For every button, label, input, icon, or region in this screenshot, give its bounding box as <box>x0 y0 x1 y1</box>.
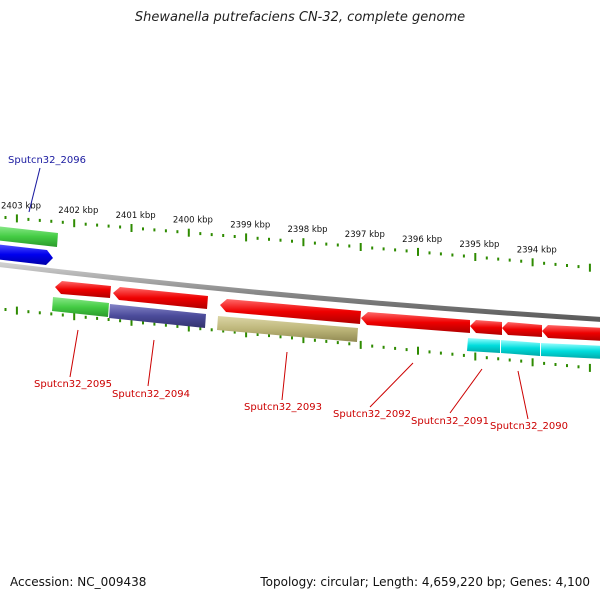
gene-red-arrow-7 <box>542 325 600 341</box>
kbp-tick-label: 2401 kbp <box>116 211 156 221</box>
gene-red-arrow-4 <box>361 312 470 333</box>
gene-red-arrow-5 <box>470 320 502 335</box>
genome-summary-text: Topology: circular; Length: 4,659,220 bp… <box>260 575 590 589</box>
gene-navy-minus <box>109 304 206 328</box>
gene-green-minus <box>52 297 109 317</box>
gene-cyan-minus-2 <box>501 340 540 356</box>
leader-line-2092 <box>369 362 414 408</box>
gene-green-plus-upper <box>0 226 58 247</box>
gene-label-sputcn32-2094: Sputcn32_2094 <box>112 389 190 400</box>
gene-label-sputcn32-2092: Sputcn32_2092 <box>333 409 411 420</box>
gene-cyan-minus-3 <box>541 343 600 359</box>
kbp-tick-label: 2400 kbp <box>173 216 213 226</box>
kbp-tick-label: 2402 kbp <box>58 206 98 216</box>
kbp-tick-label: 2403 kbp <box>1 201 41 211</box>
kbp-tick-label: 2399 kbp <box>230 220 270 230</box>
leader-line-2091 <box>449 368 483 414</box>
gene-label-sputcn32-2091: Sputcn32_2091 <box>411 416 489 427</box>
gene-red-arrow-1 <box>55 281 111 298</box>
tick-marks <box>4 214 591 372</box>
kbp-tick-label: 2397 kbp <box>345 230 385 240</box>
gene-cyan-minus-1 <box>467 338 500 353</box>
genome-title: Shewanella putrefaciens CN-32, complete … <box>134 10 466 25</box>
genome-backbone <box>0 262 600 322</box>
gene-red-arrow-3 <box>220 299 361 324</box>
kbp-tick-label: 2394 kbp <box>517 245 557 255</box>
leader-line-2096 <box>28 167 41 213</box>
accession-text: Accession: NC_009438 <box>10 575 147 589</box>
gene-label-sputcn32-2090: Sputcn32_2090 <box>490 421 568 432</box>
kbp-tick-label: 2396 kbp <box>402 235 442 245</box>
kbp-tick-label: 2395 kbp <box>459 240 499 250</box>
leader-line-2094 <box>147 339 155 387</box>
leader-line-2090 <box>517 370 529 420</box>
gene-label-sputcn32-2093: Sputcn32_2093 <box>244 402 322 413</box>
gene-label-sputcn32-2096: Sputcn32_2096 <box>8 155 86 166</box>
tick-labels: 2403 kbp 2402 kbp 2401 kbp 2400 kbp 2399 kbp… <box>1 201 557 255</box>
gene-red-arrow-6 <box>502 322 542 337</box>
kbp-tick-label: 2398 kbp <box>288 225 328 235</box>
gene-red-arrow-2 <box>113 287 208 309</box>
gene-olive-minus <box>217 316 358 342</box>
leader-line-2095 <box>69 329 79 378</box>
leader-line-2093 <box>281 351 288 401</box>
gene-label-sputcn32-2095: Sputcn32_2095 <box>34 379 112 390</box>
gene-blue-plus-sputcn32-2096 <box>0 244 53 265</box>
